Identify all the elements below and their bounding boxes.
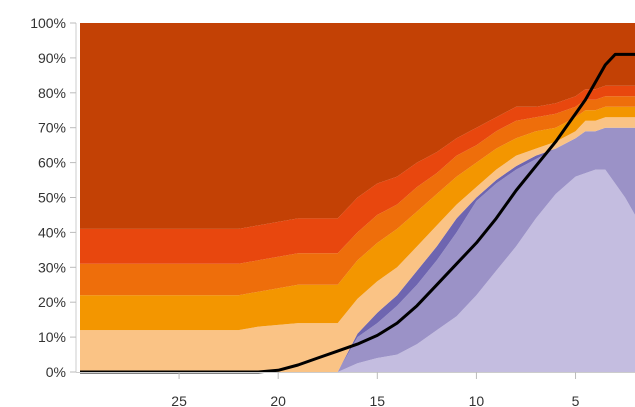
y-tick-label: 70% xyxy=(38,120,66,136)
y-tick-label: 100% xyxy=(30,15,66,31)
x-tick-label: 10 xyxy=(469,393,485,407)
x-tick-label: 25 xyxy=(171,393,187,407)
x-tick-label: 15 xyxy=(370,393,386,407)
y-tick-label: 90% xyxy=(38,50,66,66)
y-tick-label: 40% xyxy=(38,224,66,240)
y-tick-label: 10% xyxy=(38,329,66,345)
x-tick-label: 5 xyxy=(572,393,580,407)
x-tick-label: 20 xyxy=(270,393,286,407)
y-tick-label: 0% xyxy=(46,364,66,380)
y-tick-label: 30% xyxy=(38,259,66,275)
y-tick-label: 50% xyxy=(38,190,66,206)
y-tick-label: 60% xyxy=(38,155,66,171)
area-series-group xyxy=(80,23,635,372)
y-tick-label: 80% xyxy=(38,85,66,101)
y-tick-label: 20% xyxy=(38,294,66,310)
